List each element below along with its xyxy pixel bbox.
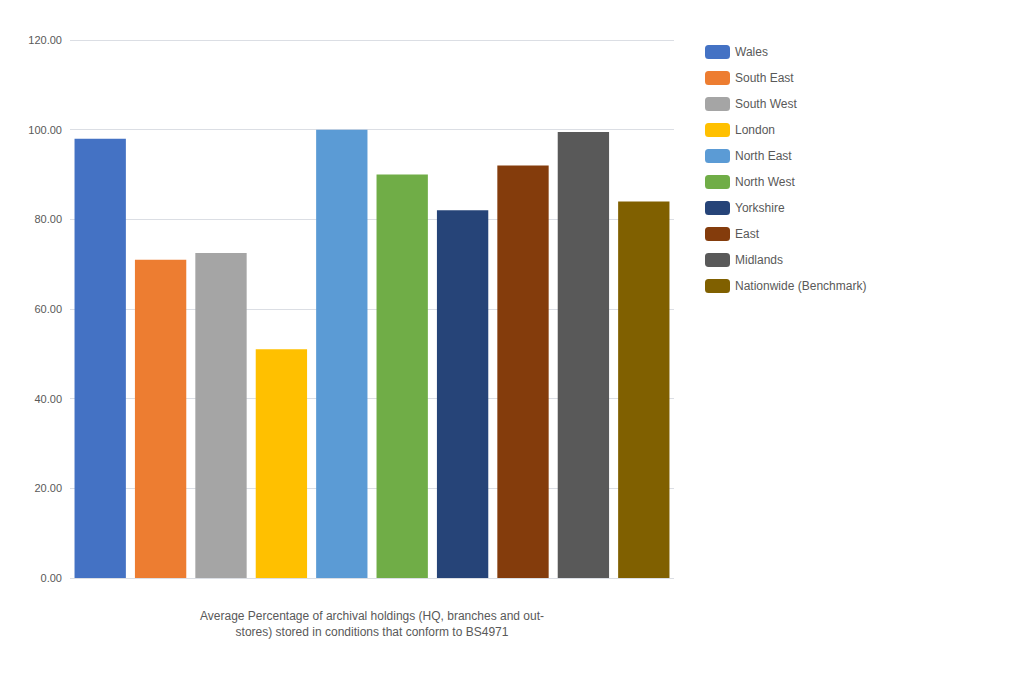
- svg-text:stores) stored in conditions t: stores) stored in conditions that confor…: [236, 625, 509, 639]
- svg-text:South West: South West: [735, 97, 797, 111]
- svg-text:60.00: 60.00: [34, 303, 62, 315]
- svg-text:London: London: [735, 123, 775, 137]
- svg-text:20.00: 20.00: [34, 482, 62, 494]
- svg-text:120.00: 120.00: [28, 34, 62, 46]
- svg-text:Average Percentage of archival: Average Percentage of archival holdings …: [200, 609, 544, 623]
- svg-text:East: East: [735, 227, 760, 241]
- svg-text:North East: North East: [735, 149, 792, 163]
- svg-text:40.00: 40.00: [34, 393, 62, 405]
- svg-text:Yorkshire: Yorkshire: [735, 201, 785, 215]
- svg-text:South East: South East: [735, 71, 794, 85]
- svg-text:Wales: Wales: [735, 45, 768, 59]
- svg-text:80.00: 80.00: [34, 213, 62, 225]
- svg-text:North West: North West: [735, 175, 795, 189]
- svg-text:Midlands: Midlands: [735, 253, 783, 267]
- svg-text:Nationwide (Benchmark): Nationwide (Benchmark): [735, 279, 866, 293]
- svg-text:0.00: 0.00: [41, 572, 62, 584]
- svg-text:100.00: 100.00: [28, 124, 62, 136]
